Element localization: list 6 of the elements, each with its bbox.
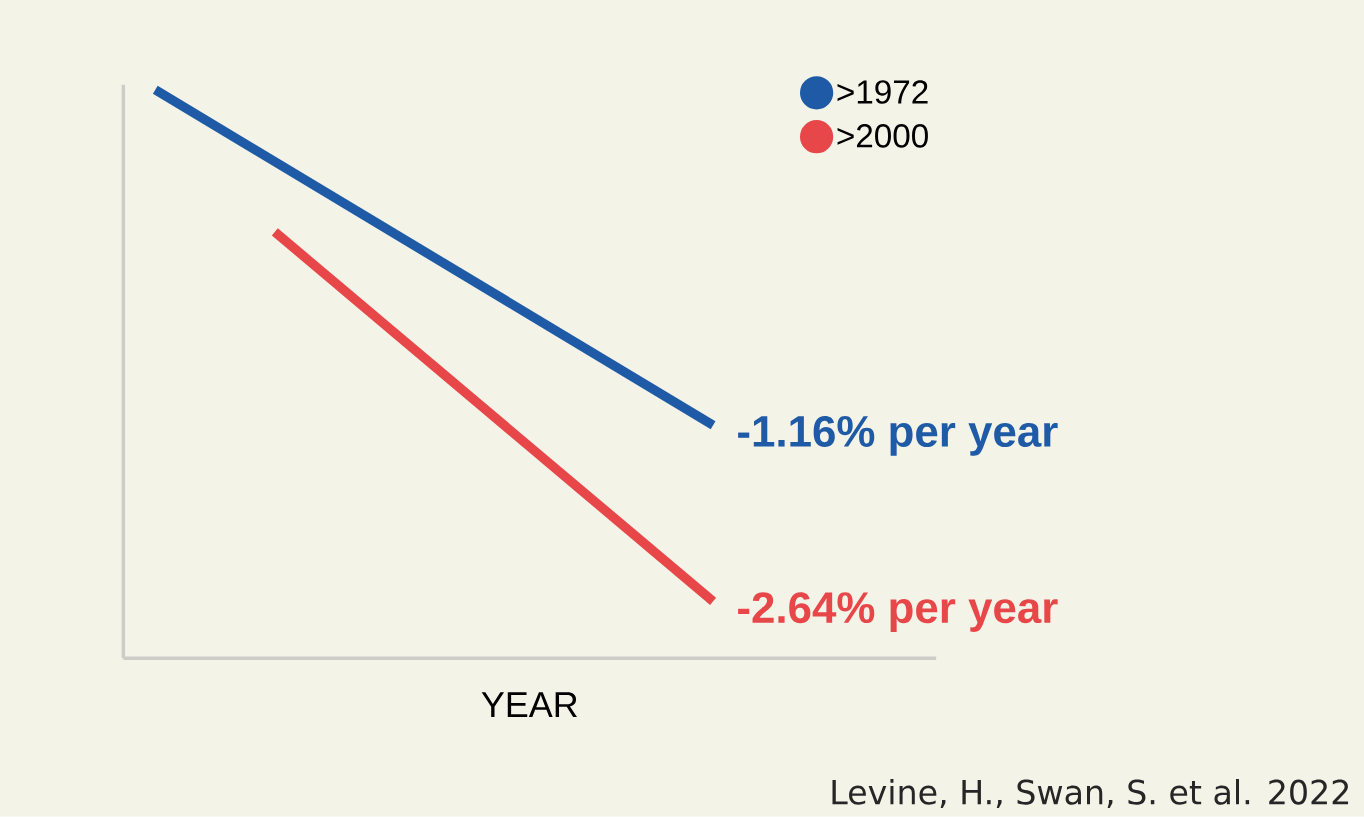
text: Levine, H., Swan, S. et al. 2022: [832, 779, 1349, 809]
legend-label: >1972: [837, 80, 928, 104]
annotation: -1.16% per year: [738, 416, 1058, 456]
x-axis-title: YEAR: [481, 692, 577, 718]
annotation: -2.64% per year: [738, 592, 1058, 632]
legend-label: >2000: [837, 124, 928, 148]
